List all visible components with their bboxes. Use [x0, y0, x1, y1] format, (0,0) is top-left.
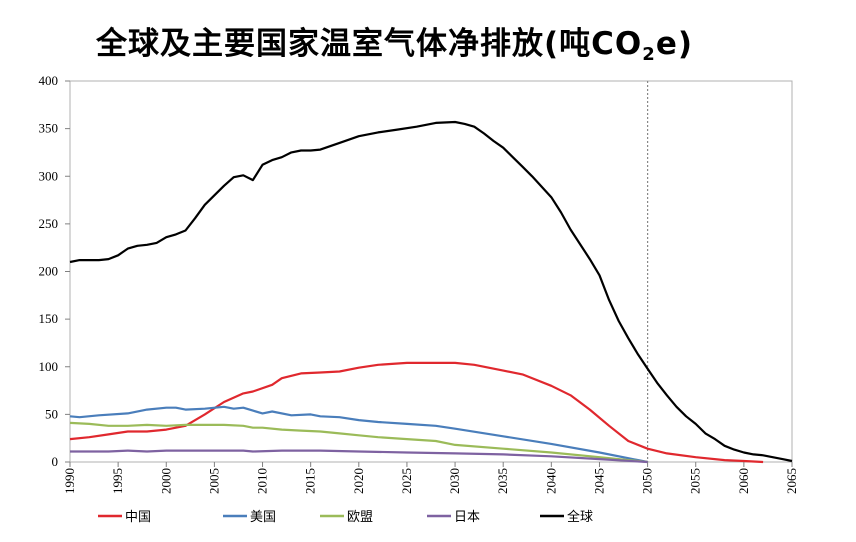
legend-label-3: 日本	[454, 510, 480, 525]
plot-area-frame	[69, 80, 793, 463]
legend-label-1: 美国	[250, 510, 276, 525]
x-tick-label: 2055	[688, 468, 703, 494]
legend-label-0: 中国	[125, 510, 151, 525]
axes: 0 50 100 150 200 250 300 350 400 1990 1995 2000 2005…	[39, 73, 800, 494]
series-line-0	[69, 361, 764, 464]
y-tick-label: 150	[39, 311, 59, 326]
series-line-1	[69, 405, 648, 464]
legend: 中国 美国 欧盟 日本 全球	[98, 509, 593, 525]
x-tick-label: 2030	[447, 468, 462, 494]
y-tick-label: 350	[39, 121, 59, 136]
x-tick-label: 2020	[351, 468, 366, 494]
series-line-3	[70, 449, 648, 464]
chart-title: 全球及主要国家温室气体净排放(吨CO2e)	[96, 26, 694, 65]
x-tick-label: 2025	[399, 468, 414, 494]
series-lines	[69, 120, 793, 464]
x-tick-label: 2045	[591, 468, 606, 494]
legend-label-2: 欧盟	[347, 510, 373, 525]
x-tick-label: 2035	[495, 468, 510, 494]
y-tick-label: 400	[39, 73, 59, 88]
x-tick-label: 2060	[736, 468, 751, 494]
x-tick-label: 2040	[543, 468, 558, 494]
series-line-4	[69, 120, 793, 463]
series-line-2	[69, 421, 648, 464]
x-tick-label: 2010	[255, 468, 270, 494]
x-tick-label: 2050	[640, 468, 655, 494]
y-tick-label: 0	[52, 454, 59, 469]
x-tick-label: 2005	[206, 468, 221, 494]
x-tick-label: 1990	[62, 468, 77, 494]
y-tick-label: 200	[39, 264, 59, 279]
y-tick-label: 300	[39, 168, 59, 183]
x-tick-label: 2015	[303, 468, 318, 494]
legend-label-4: 全球	[567, 509, 593, 525]
x-tick-label: 1995	[110, 468, 125, 494]
y-tick-label: 250	[39, 216, 59, 231]
y-tick-label: 100	[39, 359, 59, 374]
y-tick-label: 50	[45, 406, 58, 421]
x-tick-label: 2065	[784, 468, 799, 494]
x-tick-label: 2000	[158, 468, 173, 494]
